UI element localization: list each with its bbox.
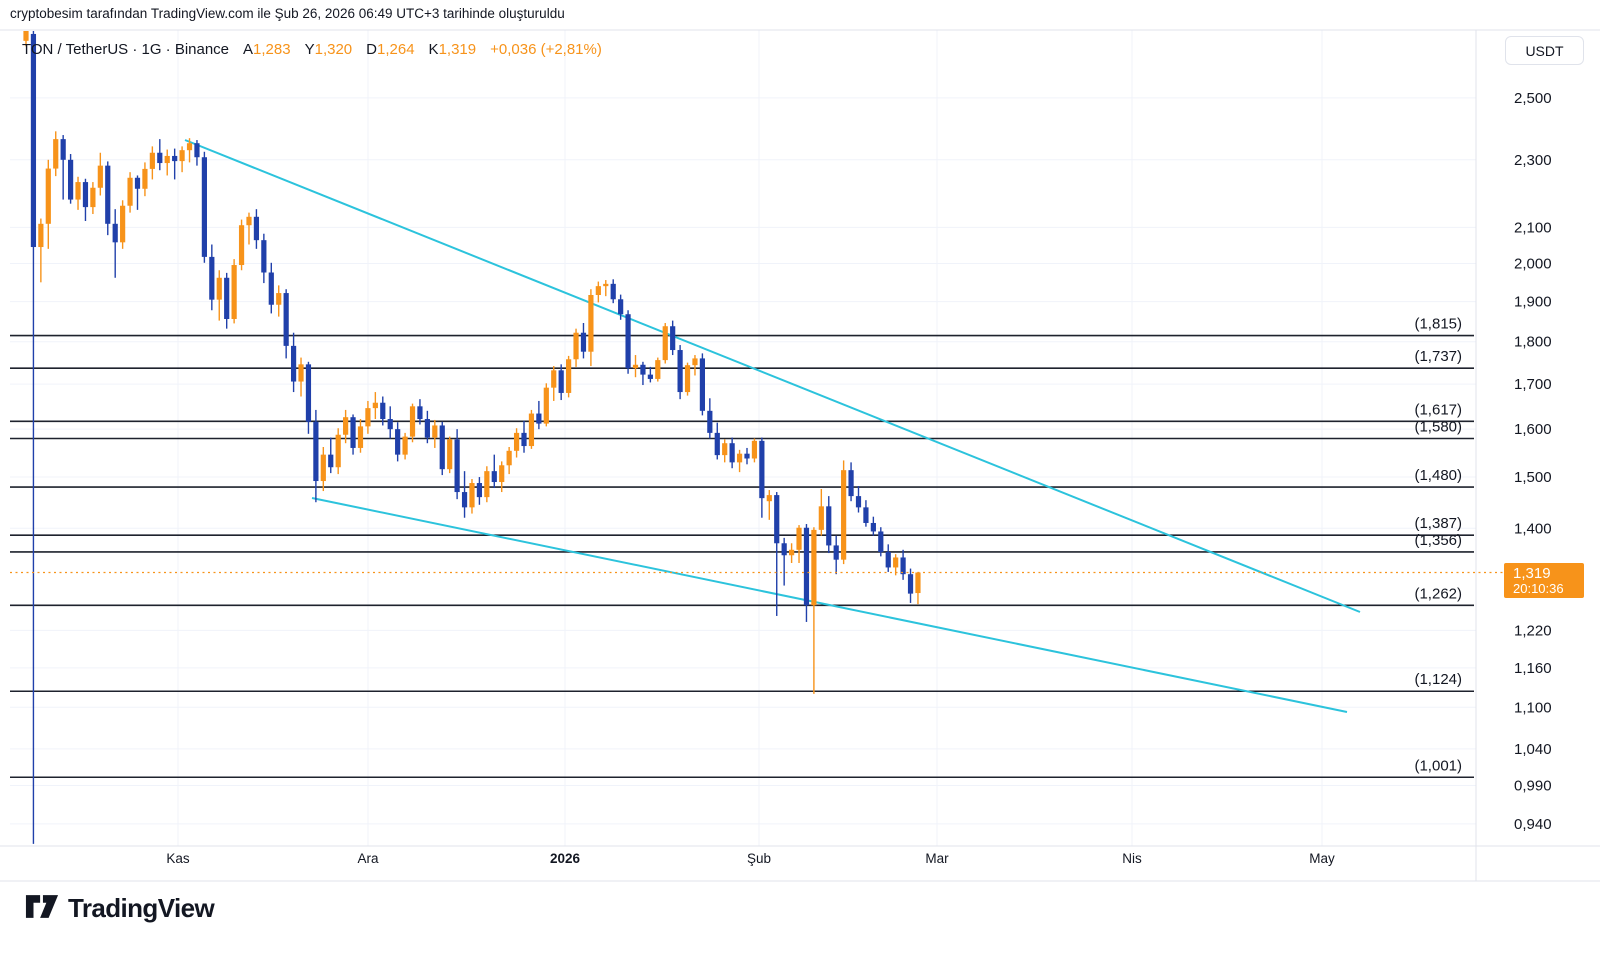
svg-text:(1,124): (1,124) — [1414, 671, 1462, 688]
svg-text:2,500: 2,500 — [1514, 90, 1552, 107]
svg-text:1,160: 1,160 — [1514, 660, 1552, 677]
svg-text:(1,815): (1,815) — [1414, 316, 1462, 333]
tradingview-logo[interactable]: TradingView — [25, 893, 215, 924]
svg-text:(1,356): (1,356) — [1414, 532, 1462, 549]
currency-unit-button[interactable]: USDT — [1505, 36, 1584, 65]
svg-text:1,100: 1,100 — [1514, 699, 1552, 716]
svg-text:2,000: 2,000 — [1514, 256, 1552, 273]
svg-text:1,800: 1,800 — [1514, 334, 1552, 351]
svg-text:Kas: Kas — [166, 851, 190, 866]
current-price-value: 1,319 — [1513, 565, 1551, 582]
svg-text:1,700: 1,700 — [1514, 376, 1552, 393]
legend-change: +0,036 (+2,81%) — [490, 41, 602, 58]
legend-open: A1,283 — [243, 41, 291, 58]
svg-text:2026: 2026 — [550, 851, 581, 866]
svg-text:(1,580): (1,580) — [1414, 418, 1462, 435]
svg-text:0,990: 0,990 — [1514, 777, 1552, 794]
svg-text:0,940: 0,940 — [1514, 816, 1552, 833]
svg-text:1,400: 1,400 — [1514, 520, 1552, 537]
tradingview-logo-text: TradingView — [68, 893, 215, 923]
svg-text:Şub: Şub — [747, 851, 771, 866]
legend-close: K1,319 — [428, 41, 477, 58]
svg-text:Nis: Nis — [1122, 851, 1142, 866]
symbol-legend: TON / TetherUS · 1G · Binance A1,283 Y1,32… — [22, 41, 602, 58]
svg-text:1,500: 1,500 — [1514, 469, 1552, 486]
svg-text:(1,001): (1,001) — [1414, 757, 1462, 774]
svg-text:1,600: 1,600 — [1514, 421, 1552, 438]
svg-text:(1,617): (1,617) — [1414, 401, 1462, 418]
tradingview-logo-icon — [25, 894, 59, 924]
svg-text:Mar: Mar — [925, 851, 949, 866]
attribution-text: cryptobesim tarafından TradingView.com i… — [10, 6, 565, 21]
symbol-title: TON / TetherUS · 1G · Binance — [22, 41, 230, 58]
svg-text:(1,480): (1,480) — [1414, 467, 1462, 484]
svg-text:(1,262): (1,262) — [1414, 585, 1462, 602]
svg-text:(1,387): (1,387) — [1414, 515, 1462, 532]
svg-text:2,100: 2,100 — [1514, 219, 1552, 236]
svg-text:1,040: 1,040 — [1514, 741, 1552, 758]
svg-text:(1,737): (1,737) — [1414, 348, 1462, 365]
current-price-badge: 1,319 20:10:36 — [1504, 563, 1584, 598]
svg-text:May: May — [1309, 851, 1335, 866]
svg-text:1,900: 1,900 — [1514, 294, 1552, 311]
legend-high: Y1,320 — [304, 41, 353, 58]
svg-text:1,220: 1,220 — [1514, 622, 1552, 639]
bar-countdown: 20:10:36 — [1513, 581, 1564, 597]
svg-text:2,300: 2,300 — [1514, 152, 1552, 169]
legend-low: D1,264 — [366, 41, 415, 58]
svg-text:Ara: Ara — [357, 851, 379, 866]
